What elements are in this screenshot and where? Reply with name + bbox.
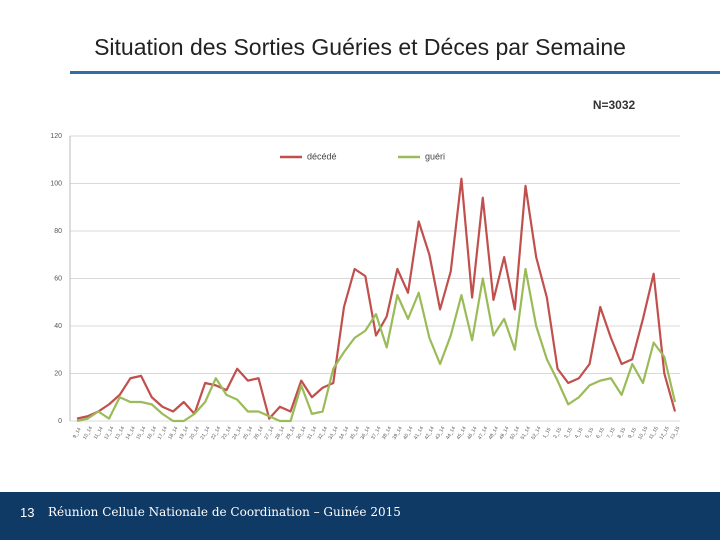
y-tick-label: 120 (50, 133, 62, 140)
y-tick-label: 100 (50, 180, 62, 187)
x-tick-label: 52_14 (530, 425, 542, 440)
x-tick-label: 2_15 (552, 427, 563, 440)
x-tick-label: 13_15 (669, 425, 681, 440)
series-line (76, 267, 677, 423)
x-tick-label: 1_15 (542, 427, 553, 440)
x-tick-label: 7_15 (606, 427, 617, 440)
page-number: 13 (20, 505, 35, 520)
x-tick-label: 6_15 (595, 427, 606, 440)
x-tick-label: 3_15 (563, 427, 574, 440)
x-tick-label: 4_15 (574, 427, 585, 440)
y-tick-label: 0 (58, 418, 62, 425)
y-tick-label: 80 (54, 228, 62, 235)
slide-title: Situation des Sorties Guéries et Déces p… (94, 34, 626, 60)
legend-label: décédé (307, 151, 337, 161)
x-tick-label: 9_14 (72, 427, 83, 440)
footer-bar (0, 492, 720, 540)
y-tick-label: 20 (54, 370, 62, 377)
x-tick-label: 5_15 (584, 427, 595, 440)
y-tick-label: 40 (54, 323, 62, 330)
y-tick-label: 60 (54, 275, 62, 282)
footer-text: Réunion Cellule Nationale de Coordinatio… (48, 505, 401, 519)
annotation: N=3032 (593, 98, 636, 112)
series-line (76, 177, 677, 420)
legend-label: guéri (425, 151, 445, 161)
x-tick-label: 9_15 (627, 427, 638, 440)
title-rule (70, 71, 720, 74)
x-tick-label: 8_15 (617, 427, 628, 440)
